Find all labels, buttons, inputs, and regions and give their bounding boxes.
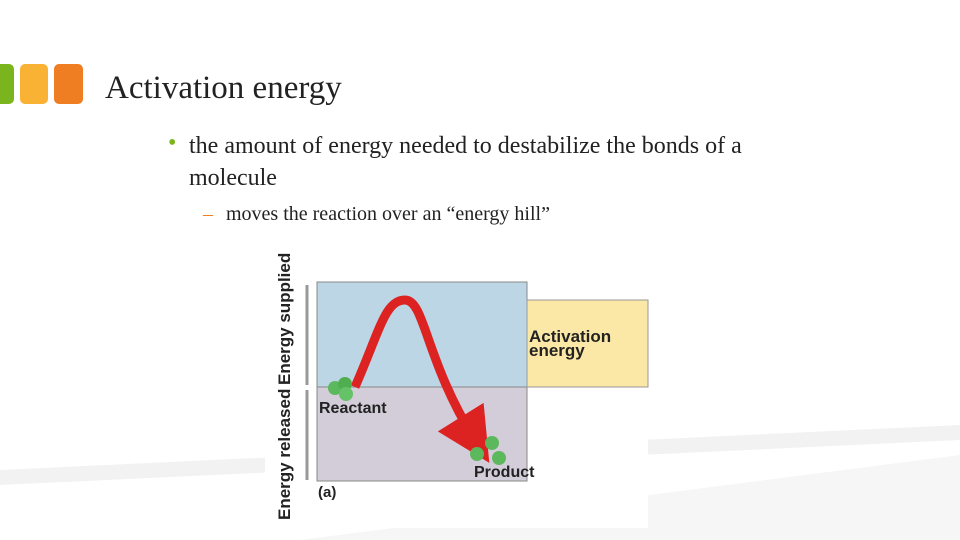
reaction-curve	[350, 295, 490, 463]
axis-released: Energy released	[275, 389, 294, 520]
reactant-label: Reactant	[319, 400, 387, 417]
supplied-region	[316, 281, 528, 388]
activation-box	[526, 299, 649, 388]
molecule	[485, 436, 499, 450]
molecule	[470, 447, 484, 461]
yellow-square	[20, 64, 48, 104]
molecule	[339, 387, 353, 401]
activation-label: Activation	[529, 327, 611, 346]
activation-label: energy	[529, 341, 585, 360]
sub-bullet-text: moves the reaction over an “energy hill”	[226, 203, 550, 225]
bullet-dot: •	[168, 130, 177, 156]
axis-supplied: Energy supplied	[275, 253, 294, 385]
product-label: Product	[474, 464, 535, 481]
orange-square	[54, 64, 83, 104]
molecule	[492, 451, 506, 465]
panel-label: (a)	[318, 484, 336, 501]
bullet-text: the amount of energy needed to destabili…	[189, 133, 742, 191]
released-region	[316, 386, 528, 482]
sub-bullet-dash: –	[203, 203, 213, 225]
title: Activation energy	[105, 70, 342, 106]
green-square	[0, 64, 14, 104]
